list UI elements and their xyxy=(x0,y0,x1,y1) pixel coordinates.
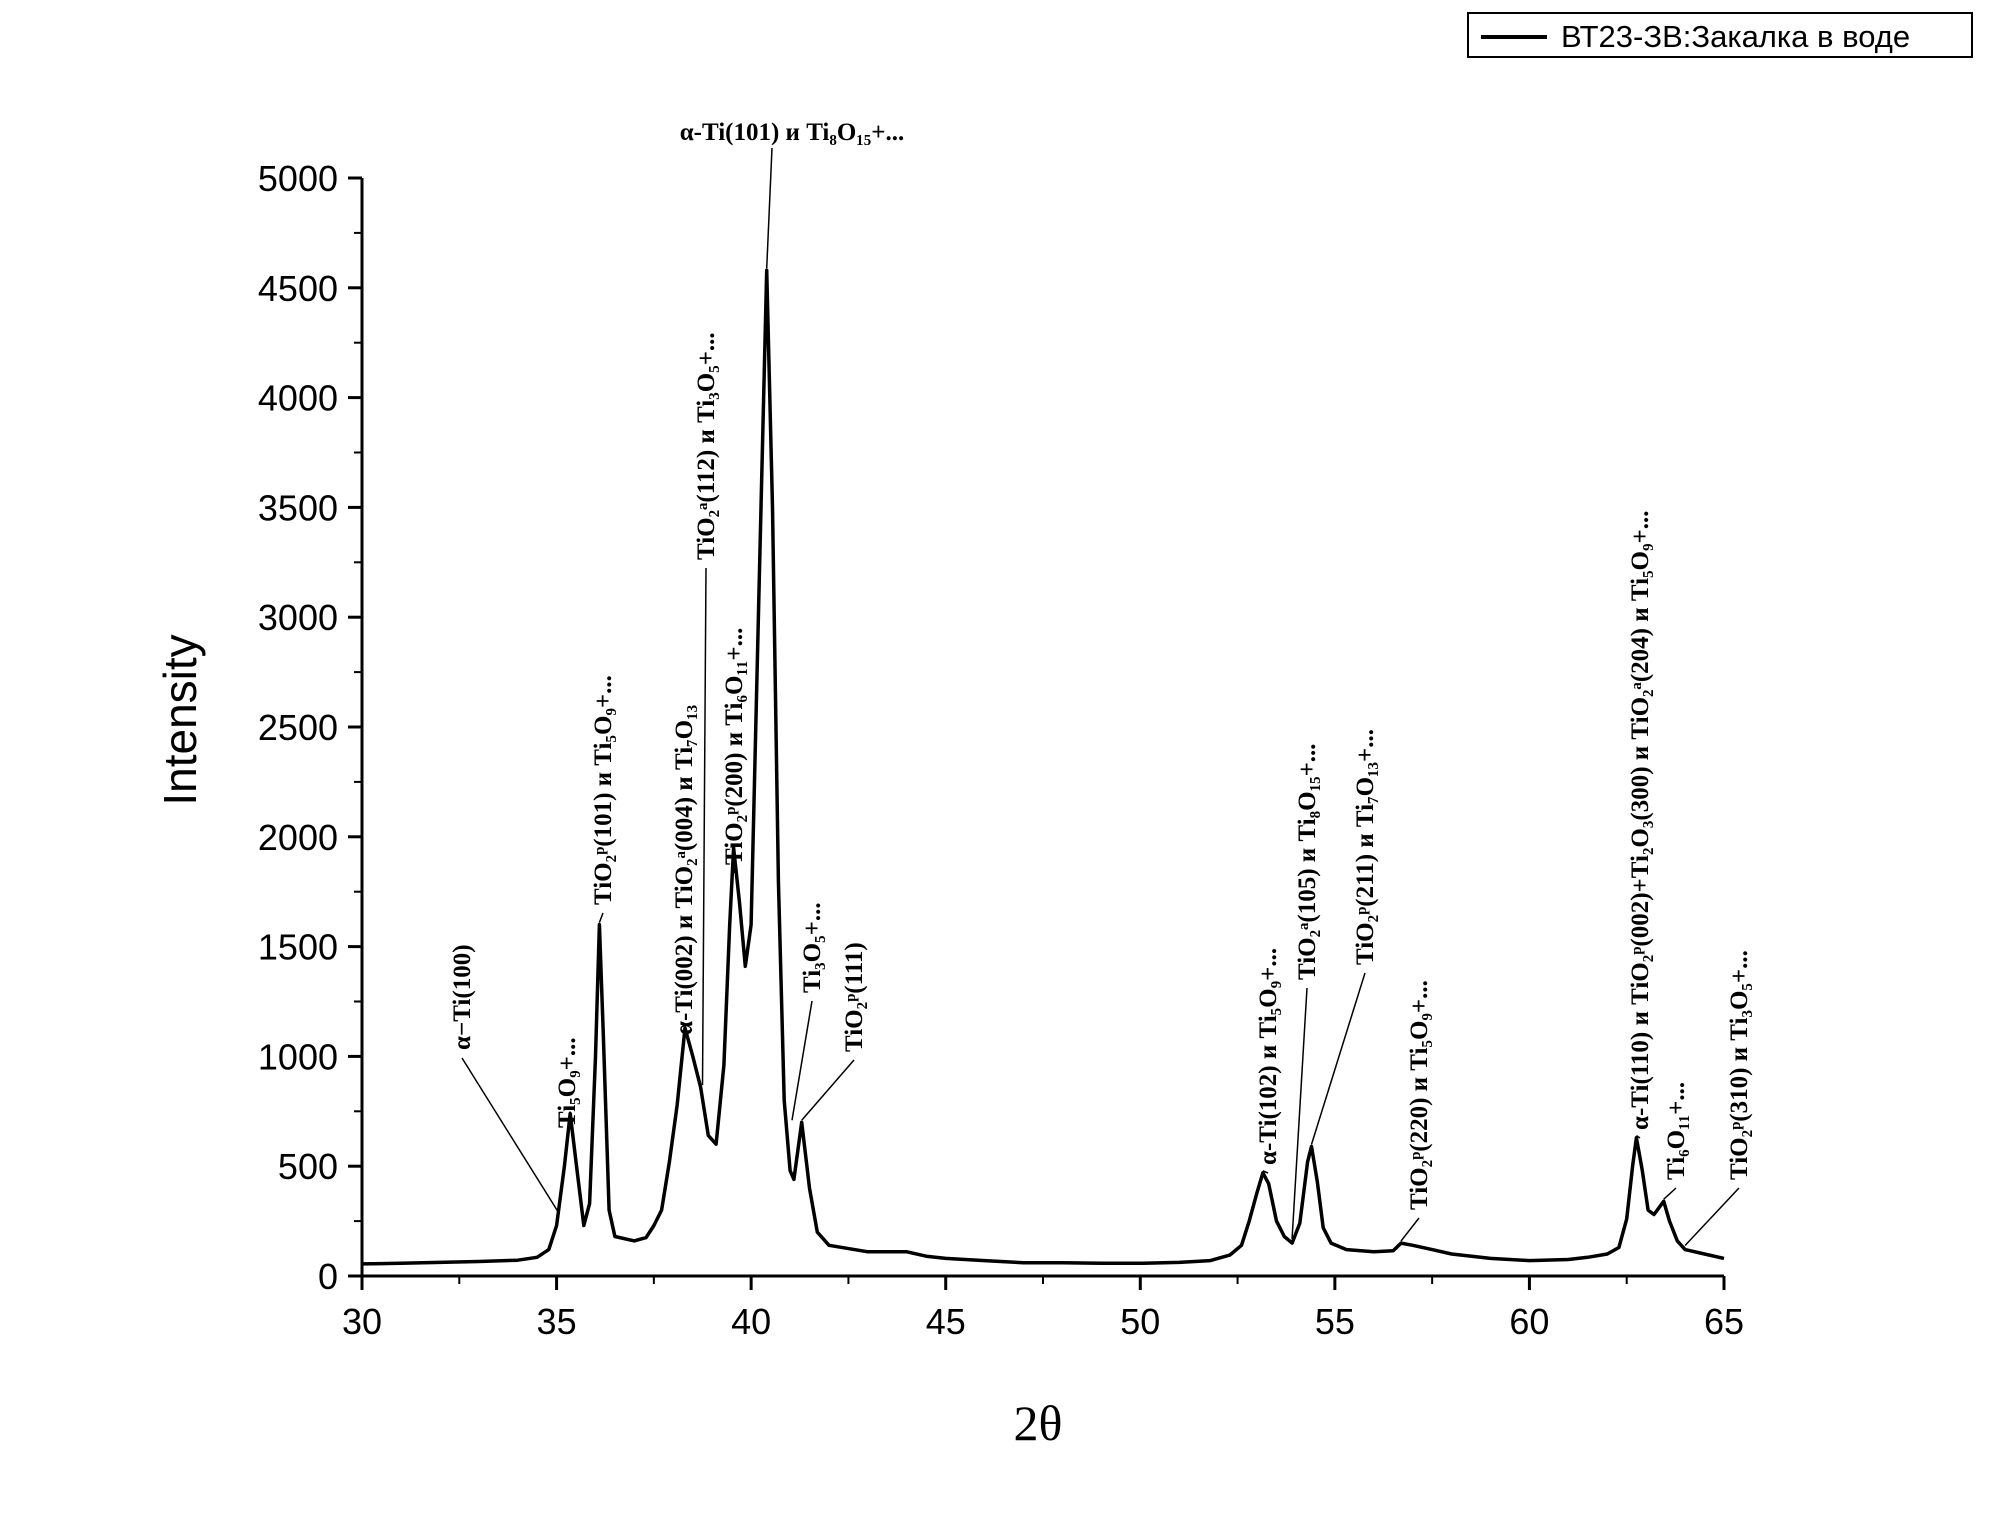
x-tick-label: 50 xyxy=(1120,1301,1160,1342)
peak-annotation-label: TiO₂ᵖ(310) и Ti₃O₅+... xyxy=(1726,950,1753,1180)
peak-annotation-label: TiO₂ᵃ(112) и Ti₃O₅+... xyxy=(693,332,720,560)
y-tick-label: 0 xyxy=(318,1256,338,1297)
peak-annotation-label: TiO₂ᵖ(211) и Ti₇O₁₃+... xyxy=(1352,729,1379,965)
y-tick-label: 500 xyxy=(278,1146,338,1187)
y-tick-label: 4000 xyxy=(258,378,338,419)
peak-annotation-label: α-Ti(101) и Ti₈O₁₅+... xyxy=(680,119,905,146)
annotation-leader-line xyxy=(765,147,773,269)
legend: ВТ23-ЗВ:Закалка в воде xyxy=(1467,12,1973,58)
peak-annotation-label: α−Ti(100) xyxy=(449,944,476,1050)
peak-annotation-label: α-Ti(102) и Ti₅O₉+... xyxy=(1255,948,1282,1165)
x-tick-label: 40 xyxy=(731,1301,771,1342)
annotation-leader-line xyxy=(566,1111,571,1137)
series-layer xyxy=(361,268,1725,1266)
peak-annotation-label: TiO₂ᵖ(220) и Ti₅O₉+... xyxy=(1406,980,1433,1210)
peak-annotation-label: TiO₂ᵖ(111) xyxy=(841,942,868,1052)
y-tick-label: 1000 xyxy=(258,1036,338,1077)
x-tick-label: 45 xyxy=(926,1301,966,1342)
x-tick-label: 30 xyxy=(342,1301,382,1342)
y-axis-label: Intensity xyxy=(154,634,206,805)
y-tick-label: 3000 xyxy=(258,597,338,638)
annotation-leader-line xyxy=(791,1000,813,1121)
annotation-leader-line xyxy=(683,1025,686,1044)
y-tick-label: 5000 xyxy=(258,158,338,199)
annotation-leader-line xyxy=(598,912,604,923)
peak-annotation-label: Ti₅O₉+... xyxy=(554,1037,581,1128)
y-tick-label: 3500 xyxy=(258,487,338,528)
annotation-leader-line xyxy=(1684,1187,1740,1246)
annotation-leader-line xyxy=(1400,1217,1420,1242)
y-tick-label: 1500 xyxy=(258,927,338,968)
peak-annotation-label: TiO₂ᵖ(101) и Ti₅O₉+... xyxy=(590,675,617,905)
y-tick-label: 2500 xyxy=(258,707,338,748)
annotation-leader-line xyxy=(1310,972,1366,1145)
annotation-leader-line xyxy=(1262,1170,1269,1174)
annotation-leader-line xyxy=(1291,987,1308,1239)
y-tick-label: 4500 xyxy=(258,268,338,309)
x-tick-label: 65 xyxy=(1704,1301,1744,1342)
tick-labels: 30 35 40 45 50 55 60 65 0 500 1000 1500 2000 2500 3000… xyxy=(258,158,1744,1342)
peak-annotation-label: Ti₆O₁₁+... xyxy=(1663,1082,1690,1180)
x-tick-label: 35 xyxy=(537,1301,577,1342)
x-tick-label: 55 xyxy=(1315,1301,1355,1342)
peak-annotation-label: α-Ti(002) и TiO₂ᵃ(004) и Ti₇O₁₃ xyxy=(671,705,698,1035)
annotation-leader-line xyxy=(701,567,707,1086)
peak-annotation-label: TiO₂ᵖ(200) и Ti₆O₁₁+... xyxy=(721,628,748,865)
peak-annotation-label: α-Ti(110) и TiO₂ᵖ(002)+Ti₂O₃(300) и TiO₂… xyxy=(1627,511,1654,1131)
peak-annotation-label: TiO₂ᵃ(105) и Ti₈O₁₅+... xyxy=(1294,743,1321,980)
peak-annotation-label: Ti₃O₅+... xyxy=(799,902,826,993)
annotation-leader-line xyxy=(1636,1135,1641,1139)
tick-marks xyxy=(348,176,1726,1290)
annotation-leader-line xyxy=(801,1059,855,1121)
legend-line-swatch xyxy=(1481,35,1547,39)
annotation-leader-line xyxy=(461,1057,560,1213)
legend-series-label: ВТ23-ЗВ:Закалка в воде xyxy=(1561,19,1911,54)
peak-annotations: α−Ti(100) Ti₅O₉+... TiO₂ᵖ(101) и Ti₅O₉+...… xyxy=(449,119,1753,1246)
x-axis-label: 2θ xyxy=(1014,1395,1063,1451)
x-tick-label: 60 xyxy=(1509,1301,1549,1342)
series-line xyxy=(361,268,1725,1266)
annotation-leader-line xyxy=(1663,1187,1677,1200)
y-tick-label: 2000 xyxy=(258,817,338,858)
